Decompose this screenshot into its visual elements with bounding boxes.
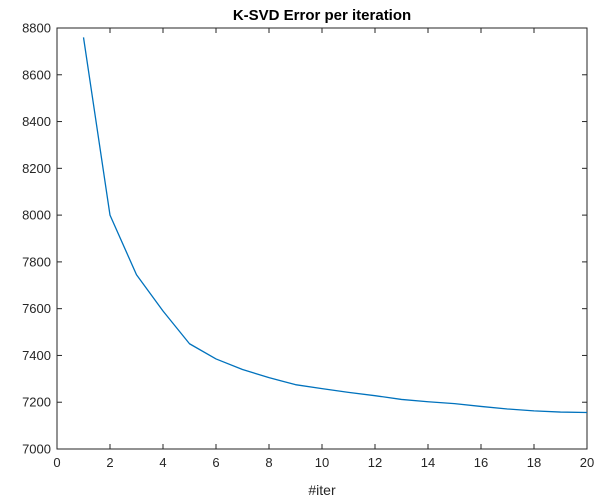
x-tick-label: 2 — [106, 455, 113, 470]
x-axis: 0 2 4 6 8 10 12 14 16 18 20 — [53, 28, 594, 470]
y-tick-label: 7600 — [22, 301, 51, 316]
y-tick-label: 7400 — [22, 348, 51, 363]
x-tick-label: 10 — [315, 455, 329, 470]
y-tick-label: 8600 — [22, 67, 51, 82]
x-tick-label: 6 — [212, 455, 219, 470]
y-tick-label: 7200 — [22, 395, 51, 410]
y-tick-label: 8800 — [22, 21, 51, 36]
y-tick-label: 7000 — [22, 442, 51, 457]
chart-title: K-SVD Error per iteration — [233, 7, 411, 24]
plot-area — [56, 27, 588, 450]
x-tick-label: 20 — [580, 455, 594, 470]
x-tick-label: 14 — [421, 455, 435, 470]
x-axis-label: #iter — [308, 482, 336, 498]
x-tick-label: 18 — [527, 455, 541, 470]
y-tick-label: 8000 — [22, 208, 51, 223]
series-line — [82, 37, 588, 414]
x-tick-label: 4 — [159, 455, 166, 470]
x-tick-label: 0 — [53, 455, 60, 470]
x-tick-label: 12 — [368, 455, 382, 470]
y-axis: 7000 7200 7400 7600 7800 8000 8200 8400 8600 8800 — [22, 21, 587, 457]
series-layer — [82, 37, 588, 414]
y-tick-label: 7800 — [22, 254, 51, 269]
x-tick-label: 8 — [265, 455, 272, 470]
y-tick-label: 8200 — [22, 161, 51, 176]
y-tick-label: 8400 — [22, 114, 51, 129]
x-tick-label: 16 — [474, 455, 488, 470]
